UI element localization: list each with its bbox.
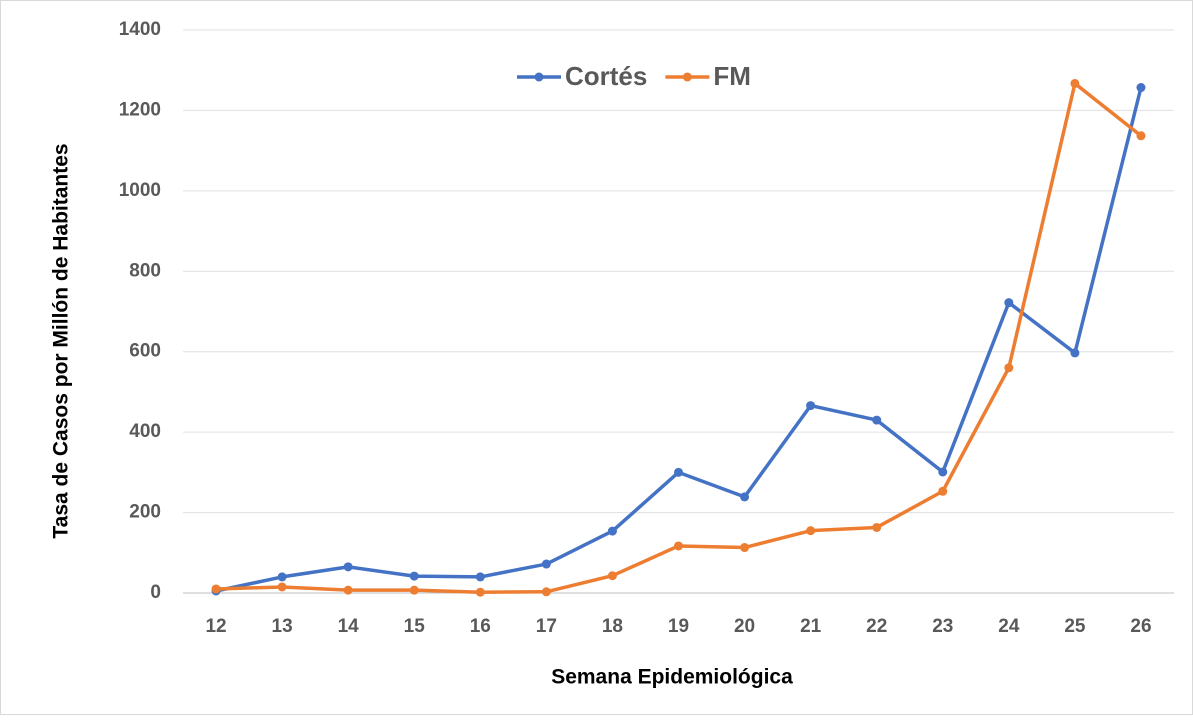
x-tick-label: 21 [800,616,822,637]
data-point [541,559,551,569]
data-point [1004,298,1014,308]
x-tick-label: 14 [338,616,360,637]
data-point [938,467,948,477]
data-point [740,492,750,502]
data-point [806,401,816,411]
x-tick-label: 26 [1130,616,1151,637]
data-point [409,571,419,581]
y-tick-label: 1000 [119,180,161,201]
y-tick-label: 400 [129,421,161,442]
data-point [277,572,287,582]
legend-label: FM [713,61,751,91]
legend-marker [534,72,544,82]
y-axis-title: Tasa de Casos por Millón de Habitantes [50,143,73,538]
x-tick-label: 12 [205,616,226,637]
x-tick-label: 17 [536,616,557,637]
data-point [1004,363,1014,373]
data-point [1070,78,1080,88]
x-tick-label: 18 [602,616,623,637]
data-point [674,541,683,551]
x-axis-title: Semana Epidemiológica [551,666,793,689]
data-point [475,572,485,582]
data-point [343,585,353,595]
data-point [277,582,287,592]
y-tick-label: 200 [129,502,161,523]
data-point [1136,83,1146,93]
legend-marker [682,72,692,82]
x-tick-label: 15 [404,616,426,637]
data-point [1136,131,1146,141]
data-point [740,543,750,553]
x-tick-label: 20 [734,616,755,637]
data-point [674,467,683,477]
data-point [211,584,221,594]
data-point [806,526,816,536]
x-tick-label: 13 [272,616,293,637]
data-point [409,585,419,595]
y-tick-label: 800 [129,260,161,281]
x-tick-label: 19 [668,616,689,637]
data-point [938,486,948,496]
x-tick-label: 25 [1064,616,1086,637]
data-point [1070,348,1080,358]
data-point [872,522,882,532]
x-tick-label: 16 [470,616,491,637]
x-tick-label: 22 [866,616,887,637]
data-point [541,587,551,597]
data-point [607,571,617,581]
y-tick-label: 0 [150,582,161,603]
x-tick-label: 23 [932,616,953,637]
y-tick-label: 1400 [119,19,161,40]
legend-label: Cortés [565,61,647,91]
data-point [607,526,617,536]
data-point [343,562,353,572]
data-point [872,415,882,425]
y-tick-label: 600 [129,341,161,362]
data-point [475,587,485,597]
x-tick-label: 24 [998,616,1020,637]
y-tick-label: 1200 [119,99,161,120]
